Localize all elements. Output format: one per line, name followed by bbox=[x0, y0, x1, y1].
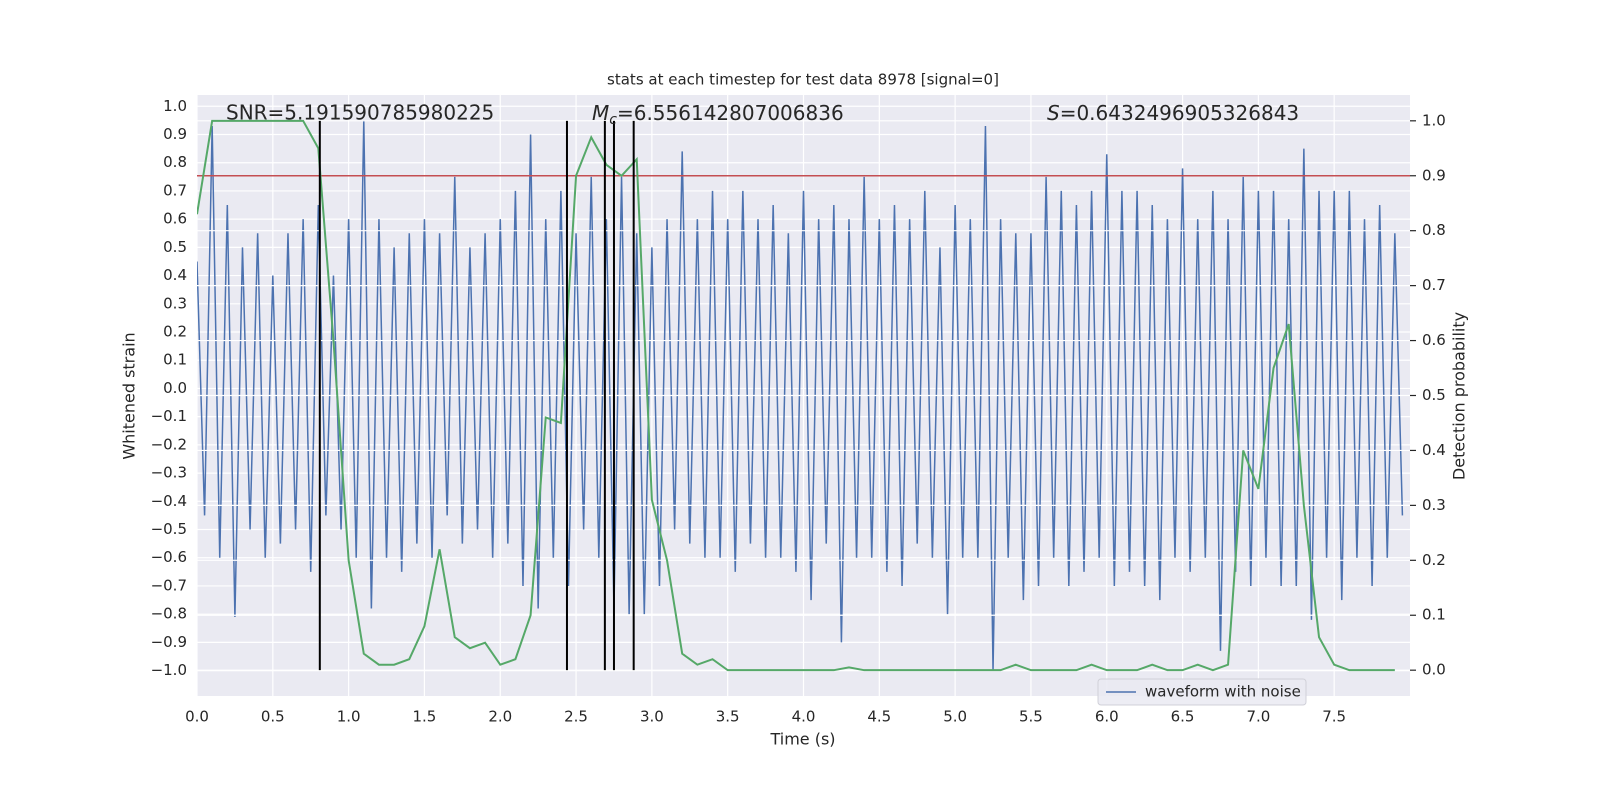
y2-tick-label: 0.8 bbox=[1422, 221, 1446, 239]
x-tick-label: 0.0 bbox=[185, 708, 209, 726]
legend-box bbox=[1097, 678, 1307, 706]
y-axis-label: Whitened strain bbox=[120, 332, 139, 459]
probability-line bbox=[197, 119, 1395, 672]
x-tick-label: 7.5 bbox=[1322, 708, 1346, 726]
x-tick-label: 2.5 bbox=[564, 708, 588, 726]
y-tick-label: −0.4 bbox=[151, 492, 187, 510]
y-tick-label: −0.7 bbox=[151, 576, 187, 594]
x-tick-label: 4.5 bbox=[867, 708, 891, 726]
annotation-symbol: M bbox=[592, 101, 609, 125]
x-tick-label: 4.0 bbox=[792, 708, 816, 726]
y2-tick-label: 0.4 bbox=[1422, 441, 1446, 459]
y-tick-label: 0.1 bbox=[163, 351, 187, 369]
y-tick-label: −0.3 bbox=[151, 464, 187, 482]
x-tick-label: 5.0 bbox=[943, 708, 967, 726]
x-tick-label: 6.0 bbox=[1095, 708, 1119, 726]
y-tick-label: −0.8 bbox=[151, 605, 187, 623]
y2-tick-label: 0.3 bbox=[1422, 496, 1446, 514]
x-tick-label: 6.5 bbox=[1171, 708, 1195, 726]
x-tick-label: 2.0 bbox=[488, 708, 512, 726]
annotation-s: S=0.6432496905326843 bbox=[1047, 101, 1299, 125]
overlay-layer: waveform with noise bbox=[1097, 678, 1307, 706]
y2-tick-label: 0.5 bbox=[1422, 386, 1446, 404]
plot-layer bbox=[197, 95, 1410, 696]
annotation-text: =0.6432496905326843 bbox=[1060, 101, 1299, 125]
y-tick-label: −0.2 bbox=[151, 435, 187, 453]
y-tick-label: −1.0 bbox=[151, 661, 187, 679]
x-tick-label: 3.0 bbox=[640, 708, 664, 726]
y2-tick-label: 1.0 bbox=[1422, 111, 1446, 129]
y-tick-label: 1.0 bbox=[163, 97, 187, 115]
y2-tick-label: 0.0 bbox=[1422, 661, 1446, 679]
x-tick-label: 5.5 bbox=[1019, 708, 1043, 726]
annotation-snr: SNR=5.191590785980225 bbox=[226, 101, 494, 125]
x-tick-label: 3.5 bbox=[716, 708, 740, 726]
y-tick-label: −0.6 bbox=[151, 548, 187, 566]
waveform-line bbox=[197, 120, 1404, 671]
x-tick-label: 1.0 bbox=[337, 708, 361, 726]
y2-tick-label: 0.9 bbox=[1422, 166, 1446, 184]
y-tick-label: 0.6 bbox=[163, 210, 187, 228]
annotation-mc: Mc=6.556142807006836 bbox=[592, 101, 844, 129]
y2-axis-label: Detection probability bbox=[1450, 312, 1469, 480]
legend-label: waveform with noise bbox=[1145, 683, 1301, 701]
y2-tick-label: 0.7 bbox=[1422, 276, 1446, 294]
y-tick-label: −0.9 bbox=[151, 633, 187, 651]
y-tick-label: 0.2 bbox=[163, 323, 187, 341]
annotation-subscript: c bbox=[609, 112, 617, 128]
y-tick-label: 0.3 bbox=[163, 294, 187, 312]
annotation-symbol: S bbox=[1047, 101, 1060, 125]
y-tick-label: 0.5 bbox=[163, 238, 187, 256]
y-tick-label: −0.1 bbox=[151, 407, 187, 425]
y2-tick-label: 0.2 bbox=[1422, 551, 1446, 569]
x-tick-label: 7.0 bbox=[1246, 708, 1270, 726]
y-tick-label: 0.7 bbox=[163, 181, 187, 199]
y-tick-label: −0.5 bbox=[151, 520, 187, 538]
chart-title: stats at each timestep for test data 897… bbox=[607, 71, 999, 89]
y-tick-label: 0.9 bbox=[163, 125, 187, 143]
y-tick-label: 0.4 bbox=[163, 266, 187, 284]
y-tick-label: 0.0 bbox=[163, 379, 187, 397]
annotation-text: =6.556142807006836 bbox=[617, 101, 844, 125]
y-tick-label: 0.8 bbox=[163, 153, 187, 171]
y2-tick-label: 0.6 bbox=[1422, 331, 1446, 349]
y2-tick-label: 0.1 bbox=[1422, 606, 1446, 624]
x-tick-label: 1.5 bbox=[413, 708, 437, 726]
x-axis-label: Time (s) bbox=[769, 730, 835, 749]
x-tick-label: 0.5 bbox=[261, 708, 285, 726]
